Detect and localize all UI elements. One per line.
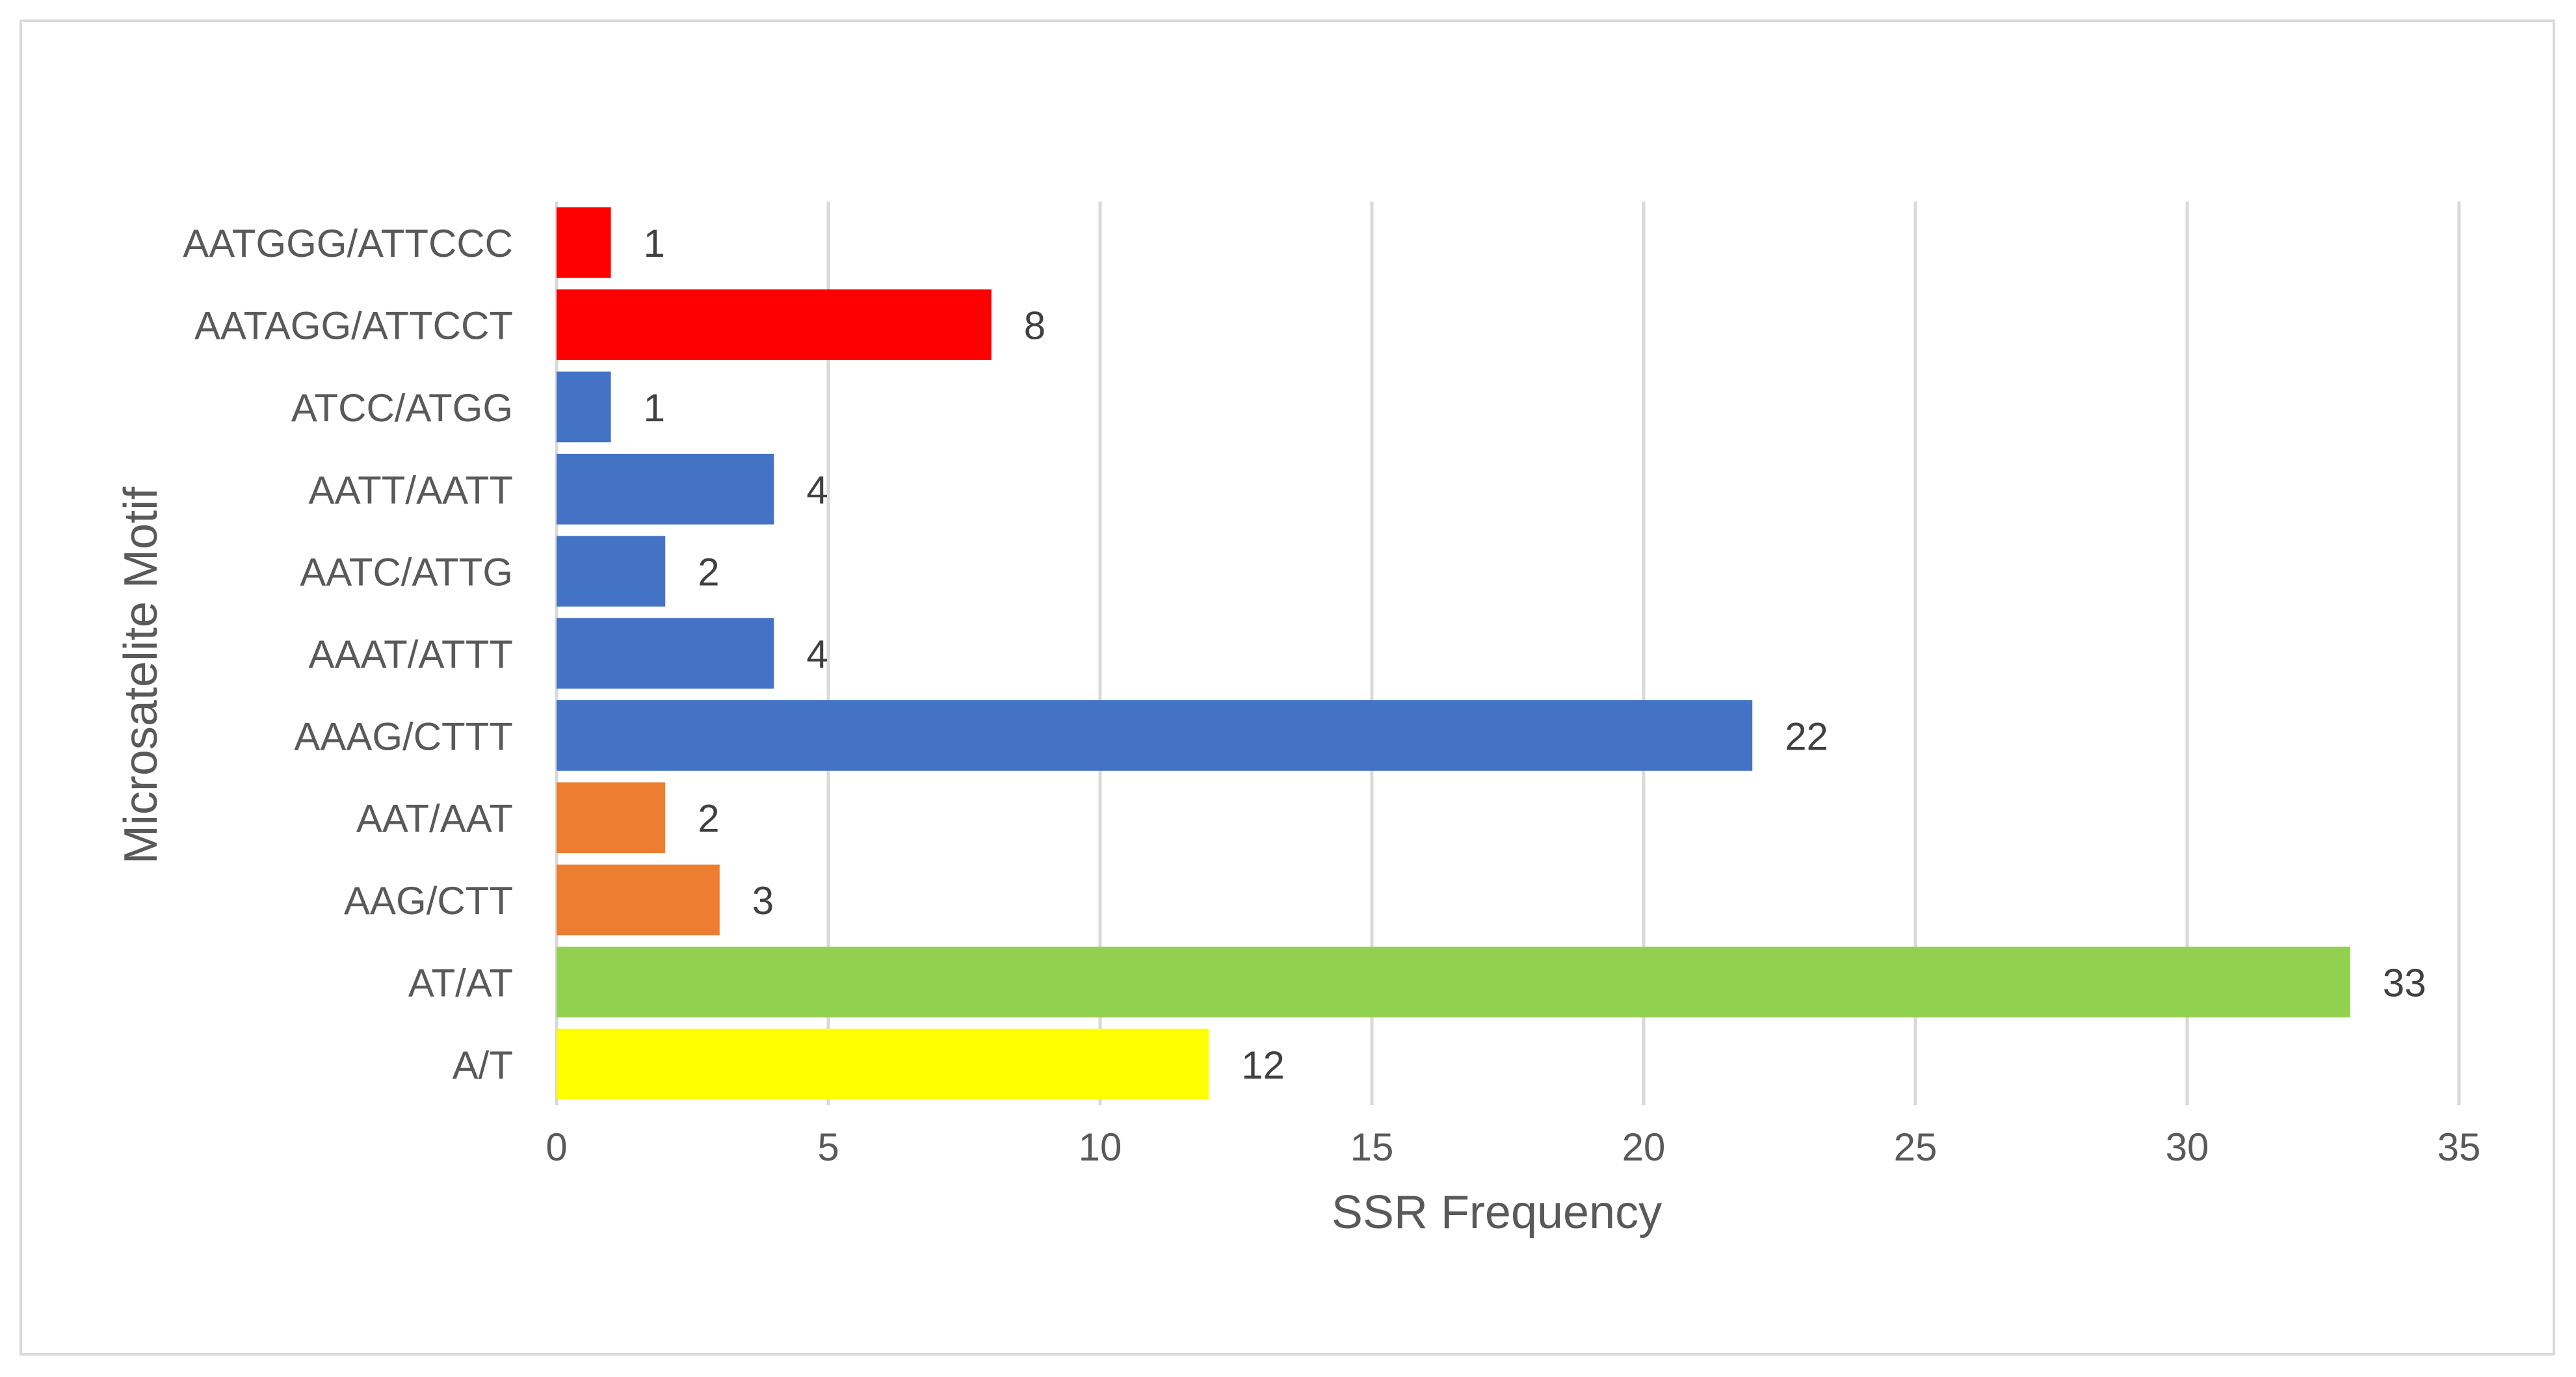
bar-aaat-attt	[557, 618, 774, 689]
category-label-aatagg-attcct: AATAGG/ATTCCT	[194, 304, 513, 348]
bar-layer	[557, 207, 2350, 1100]
data-label-aat-aat: 2	[698, 797, 719, 841]
category-label-aatggg-attccc: AATGGG/ATTCCC	[183, 222, 513, 265]
data-label-aaag-cttt: 22	[1785, 715, 1828, 758]
bar-aatc-attg	[557, 536, 666, 607]
x-tick-label-30: 30	[2166, 1125, 2209, 1169]
category-label-aag-ctt: AAG/CTT	[344, 879, 513, 923]
x-tick-label-20: 20	[1622, 1125, 1666, 1169]
data-label-aag-ctt: 3	[752, 879, 774, 923]
category-label-a-t: A/T	[453, 1043, 513, 1087]
bar-aatagg-attcct	[557, 289, 992, 360]
data-label-atcc-atgg: 1	[644, 386, 665, 430]
data-label-a-t: 12	[1241, 1043, 1285, 1087]
bar-aag-ctt	[557, 864, 720, 936]
x-tick-label-5: 5	[817, 1125, 839, 1169]
category-label-aatt-aatt: AATT/AATT	[309, 468, 513, 512]
data-label-aatagg-attcct: 8	[1024, 304, 1045, 348]
x-axis-title: SSR Frequency	[1332, 1187, 1662, 1239]
bar-aatggg-attccc	[557, 207, 611, 278]
y-category-labels: A/T AT/AT AAG/CTT AAT/AAT AAAG/CTTT AAAT/ATTT…	[183, 222, 513, 1087]
chart-frame: 12 33 3 2 22 4 2 4 1 8 1 0 5 10 15 20 25 30 35 A/T AT/AT AA…	[20, 20, 2555, 1356]
bar-aatt-aatt	[557, 453, 774, 525]
category-label-aaag-cttt: AAAG/CTTT	[294, 715, 513, 758]
category-label-aat-aat: AAT/AAT	[356, 797, 513, 841]
grid-layer	[555, 202, 2461, 1105]
bar-aaag-cttt	[557, 700, 1753, 771]
data-label-aatc-attg: 2	[698, 551, 719, 594]
category-label-aatc-attg: AATC/ATTG	[300, 551, 513, 594]
data-label-aaat-attt: 4	[806, 633, 828, 676]
bar-atcc-atgg	[557, 371, 611, 443]
category-label-at-at: AT/AT	[408, 961, 513, 1004]
data-label-aatt-aatt: 4	[806, 468, 828, 512]
data-label-aatggg-attccc: 1	[644, 222, 665, 265]
bar-aat-aat	[557, 782, 666, 854]
x-tick-label-0: 0	[545, 1125, 567, 1169]
y-axis-title: Microsatelite Motif	[115, 486, 167, 864]
category-label-atcc-atgg: ATCC/ATGG	[291, 386, 513, 430]
x-tick-label-25: 25	[1894, 1125, 1938, 1169]
x-tick-labels: 0 5 10 15 20 25 30 35	[545, 1125, 2480, 1169]
data-label-at-at: 33	[2383, 961, 2426, 1004]
bar-a-t	[557, 1029, 1209, 1100]
x-tick-label-15: 15	[1350, 1125, 1394, 1169]
x-tick-label-35: 35	[2438, 1125, 2481, 1169]
bar-at-at	[557, 947, 2350, 1017]
category-label-aaat-attt: AAAT/ATTT	[309, 633, 513, 676]
x-tick-label-10: 10	[1079, 1125, 1122, 1169]
